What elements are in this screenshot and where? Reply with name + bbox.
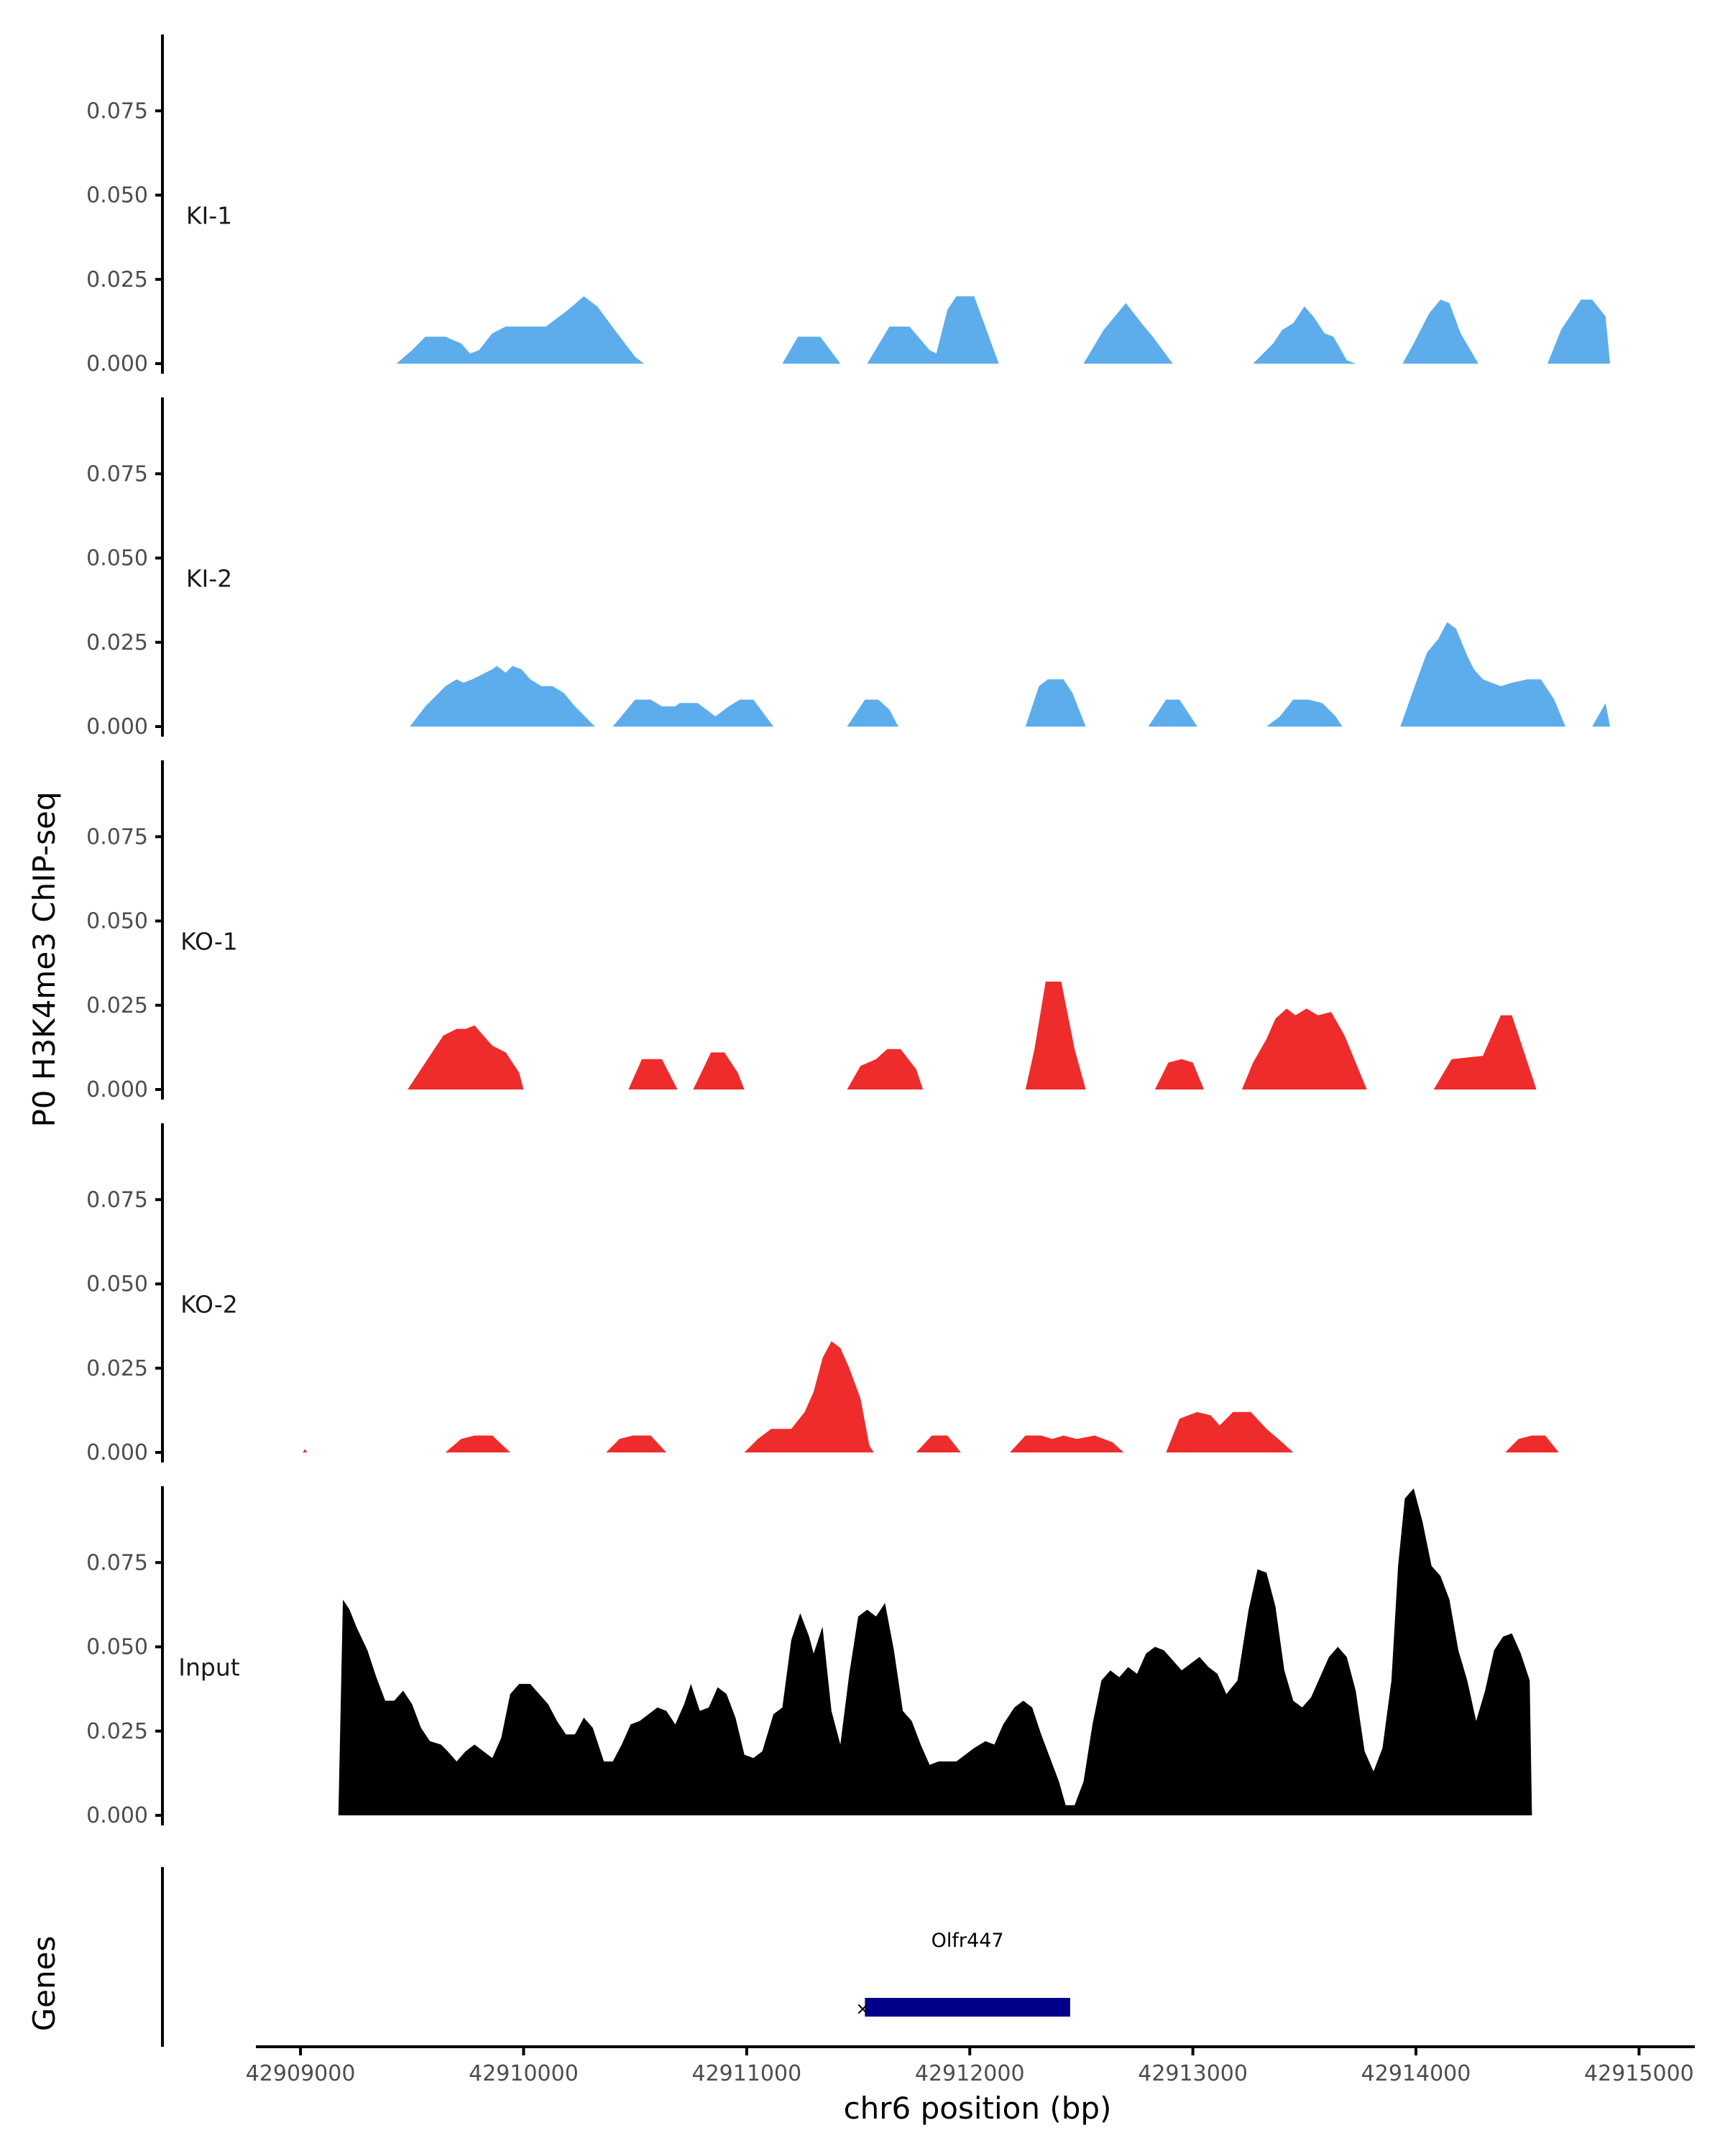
y-tick-label: 0.050 bbox=[86, 1635, 148, 1660]
coverage-area bbox=[303, 1341, 1559, 1452]
y-tick-label: 0.025 bbox=[86, 1356, 148, 1381]
y-tick-label: 0.000 bbox=[86, 1803, 148, 1828]
x-tick-label: 42915000 bbox=[1584, 2061, 1694, 2086]
y-tick-label: 0.075 bbox=[86, 98, 148, 124]
track-label: KO-1 bbox=[180, 928, 238, 956]
track-input: 0.000 0.025 0.050 0.075 Input bbox=[86, 1486, 1532, 1828]
gene-body bbox=[865, 1998, 1070, 2017]
y-tick-label: 0.025 bbox=[86, 267, 148, 292]
tracks-layer: 0.0000.0250.0500.075KI-10.0000.0250.0500… bbox=[86, 34, 1611, 1828]
y-tick-label: 0.075 bbox=[86, 1550, 148, 1575]
y-tick-label: 0.000 bbox=[86, 1440, 148, 1465]
x-tick-label: 42909000 bbox=[246, 2061, 356, 2086]
y-tick-label: 0.025 bbox=[86, 630, 148, 655]
coverage-area bbox=[396, 296, 1611, 364]
y-tick-label: 0.000 bbox=[86, 351, 148, 377]
x-axis: 42909000 42910000 42911000 42912000 42913000… bbox=[246, 2045, 1695, 2086]
y-tick-label: 0.075 bbox=[86, 1187, 148, 1212]
y-tick-label: 0.000 bbox=[86, 714, 148, 740]
x-tick-label: 42911000 bbox=[692, 2061, 802, 2086]
x-axis-title: chr6 position (bp) bbox=[844, 2091, 1112, 2126]
track-ki-1: 0.000 0.025 0.050 0.075 KI-1 bbox=[86, 34, 1611, 377]
coverage-area bbox=[410, 622, 1611, 727]
y-tick-label: 0.050 bbox=[86, 909, 148, 934]
track-label: KI-2 bbox=[186, 565, 232, 593]
y-tick-label: 0.075 bbox=[86, 461, 148, 487]
x-tick-label: 42913000 bbox=[1138, 2061, 1248, 2086]
track-label: KO-2 bbox=[180, 1291, 238, 1319]
track-label: Input bbox=[178, 1654, 240, 1682]
track-ko-1: 0.000 0.025 0.050 0.075 KO-1 bbox=[86, 760, 1537, 1102]
y-tick-label: 0.025 bbox=[86, 1719, 148, 1744]
y-tick-label: 0.050 bbox=[86, 546, 148, 571]
y-tick-label: 0.050 bbox=[86, 1272, 148, 1297]
y-tick-label: 0.050 bbox=[86, 183, 148, 208]
y-axis-title: P0 H3K4me3 ChIP-seq bbox=[27, 791, 62, 1127]
track-label: KI-1 bbox=[186, 202, 232, 230]
genes-panel-title: Genes bbox=[27, 1936, 62, 2032]
track-ki-2: 0.000 0.025 0.050 0.075 KI-2 bbox=[86, 397, 1611, 740]
gene-label: Olfr447 bbox=[932, 1930, 1004, 1952]
coverage-area bbox=[338, 1488, 1532, 1815]
genes-panel: × Olfr447 bbox=[161, 1867, 1070, 2047]
x-tick-label: 42912000 bbox=[915, 2061, 1025, 2086]
coverage-area bbox=[408, 981, 1537, 1089]
x-tick-label: 42910000 bbox=[469, 2061, 579, 2086]
y-tick-label: 0.075 bbox=[86, 824, 148, 849]
track-ko-2: 0.000 0.025 0.050 0.075 KO-2 bbox=[86, 1123, 1559, 1465]
gene-strand-marker: × bbox=[855, 1999, 870, 2019]
y-tick-label: 0.000 bbox=[86, 1077, 148, 1102]
x-tick-label: 42914000 bbox=[1361, 2061, 1471, 2086]
y-tick-label: 0.025 bbox=[86, 993, 148, 1018]
